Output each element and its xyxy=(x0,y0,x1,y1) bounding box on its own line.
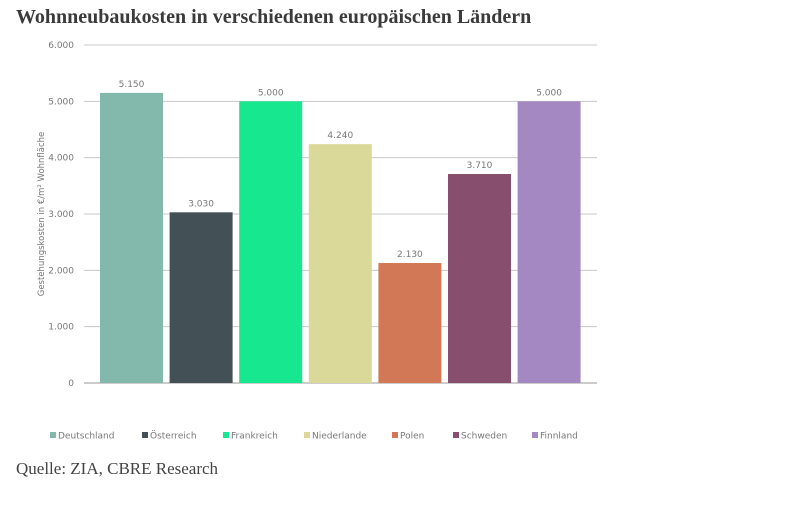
y-tick-label: 4.000 xyxy=(48,154,74,164)
y-tick-label: 6.000 xyxy=(48,41,74,51)
legend-label: Finnland xyxy=(540,432,578,442)
y-tick-label: 3.000 xyxy=(48,210,74,220)
legend-label: Polen xyxy=(400,432,424,442)
bar-deutschland xyxy=(100,92,163,383)
y-tick-label: 5.000 xyxy=(48,97,74,107)
legend-swatch xyxy=(532,432,538,438)
y-tick-label: 0 xyxy=(68,379,74,389)
bar-schweden xyxy=(448,174,511,383)
legend-label: Frankreich xyxy=(231,432,278,442)
legend-label: Deutschland xyxy=(58,432,114,442)
legend-swatch xyxy=(392,432,398,438)
bar-frankreich xyxy=(239,101,303,383)
data-label: 5.000 xyxy=(258,88,284,98)
legend-swatch xyxy=(50,432,56,438)
y-tick-label: 1.000 xyxy=(48,323,74,333)
source-note: Quelle: ZIA, CBRE Research xyxy=(16,459,219,478)
y-tick-label: 2.000 xyxy=(48,266,74,276)
data-label: 5.000 xyxy=(536,88,562,98)
bar-finnland xyxy=(517,101,581,383)
legend-swatch xyxy=(453,432,459,438)
data-label: 3.030 xyxy=(188,199,214,209)
legend-label: Österreich xyxy=(150,431,197,442)
chart-title: Wohnneubaukosten in verschiedenen europä… xyxy=(16,6,532,28)
legend-swatch xyxy=(142,432,148,438)
y-axis-label: Gestehungskosten in €/m² Wohnfläche xyxy=(37,132,47,297)
bar-niederlande xyxy=(308,144,372,383)
legend-label: Niederlande xyxy=(312,432,367,442)
data-label: 4.240 xyxy=(327,131,353,141)
legend-swatch xyxy=(304,432,310,438)
legend-swatch xyxy=(223,432,229,438)
data-label: 3.710 xyxy=(467,161,493,171)
legend-label: Schweden xyxy=(461,432,507,442)
bar-österreich xyxy=(169,212,233,383)
data-label: 2.130 xyxy=(397,250,423,260)
data-label: 5.150 xyxy=(119,80,145,90)
bar-polen xyxy=(378,263,442,383)
